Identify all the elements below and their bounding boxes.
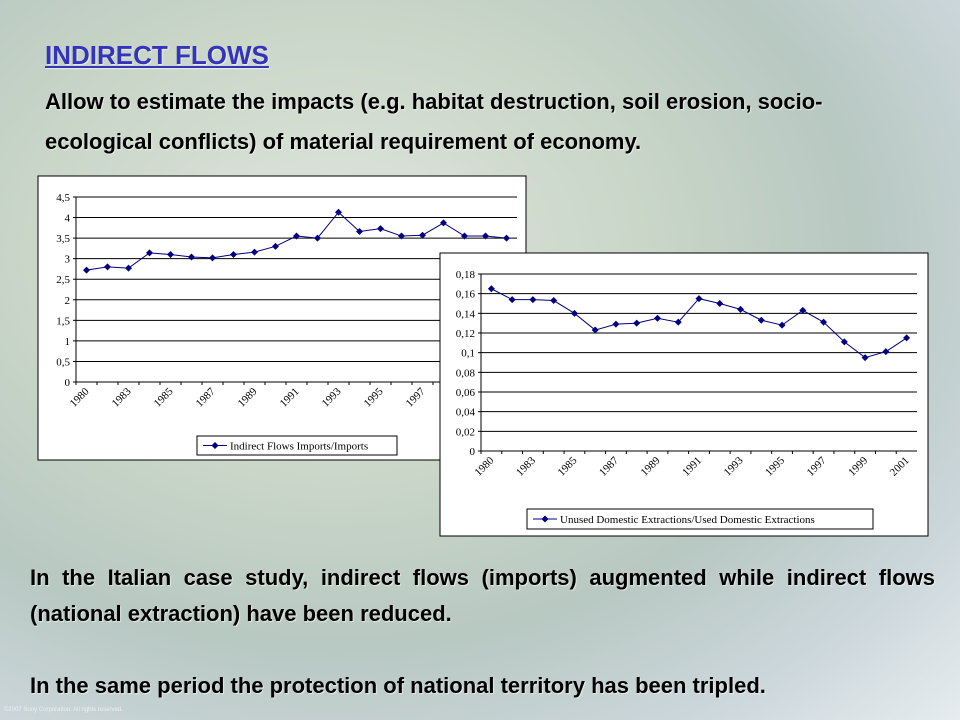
y-tick-label: 2,5 (56, 274, 70, 286)
data-point (716, 300, 724, 307)
data-point (570, 309, 578, 317)
paragraph: In the Italian case study, indirect flow… (30, 565, 935, 626)
data-point (209, 254, 216, 262)
y-tick-label: 0,1 (461, 348, 475, 360)
legend-box (526, 508, 874, 530)
chart-frame (439, 252, 929, 537)
data-point (757, 316, 765, 324)
data-point (377, 225, 384, 233)
data-point (529, 296, 537, 304)
legend-marker (541, 515, 549, 523)
y-tick-label: 0,18 (456, 269, 476, 281)
data-point (550, 297, 558, 305)
paragraph: In the same period the protection of nat… (30, 673, 766, 698)
data-point (272, 242, 279, 250)
data-point (737, 305, 745, 313)
data-point (591, 326, 599, 334)
y-tick-label: 0,08 (456, 367, 476, 379)
data-point (861, 354, 869, 362)
data-point (146, 249, 153, 257)
y-tick-label: 3 (65, 254, 71, 266)
data-point (487, 285, 495, 293)
data-point (83, 266, 90, 274)
slide-title: INDIRECT FLOWS (45, 40, 269, 70)
data-point (398, 232, 405, 240)
data-point (482, 232, 489, 240)
y-tick-label: 3,5 (56, 233, 70, 245)
legend-label: Indirect Flows Imports/Imports (230, 441, 368, 453)
y-tick-label: 0,06 (456, 387, 476, 399)
slide-subtitle: Allow to estimate the impacts (e.g. habi… (45, 89, 823, 154)
y-tick-label: 0 (65, 377, 71, 389)
data-point (820, 318, 828, 326)
data-point (882, 348, 890, 356)
legend-label: Unused Domestic Extractions/Used Domesti… (560, 514, 815, 526)
data-point (251, 248, 258, 256)
y-tick-label: 2 (65, 295, 71, 307)
y-tick-label: 0,02 (456, 426, 475, 438)
y-tick-label: 0 (470, 446, 476, 458)
data-point (799, 306, 807, 314)
y-tick-label: 0,14 (456, 308, 476, 320)
data-point (440, 219, 447, 227)
data-point (612, 320, 620, 328)
data-point (167, 251, 174, 259)
legend-box (196, 435, 398, 456)
data-point (778, 321, 786, 329)
data-point (188, 253, 195, 261)
y-tick-label: 4,5 (56, 192, 70, 204)
data-point (653, 314, 661, 322)
data-point (461, 232, 468, 240)
data-point (508, 296, 516, 304)
y-tick-label: 0,16 (456, 289, 476, 301)
y-tick-label: 0,04 (456, 407, 476, 419)
data-point (674, 318, 682, 326)
data-point (840, 338, 848, 346)
data-point (903, 334, 911, 342)
y-tick-label: 0,5 (56, 356, 70, 368)
data-point (104, 263, 111, 271)
data-point (335, 208, 342, 216)
data-point (695, 295, 703, 303)
y-tick-label: 4 (65, 213, 71, 225)
y-tick-label: 1 (65, 336, 71, 348)
data-point (633, 319, 641, 327)
data-point (503, 234, 510, 242)
data-point (419, 231, 426, 239)
legend-marker (211, 442, 219, 449)
y-tick-label: 0,12 (456, 328, 475, 340)
data-point (356, 228, 363, 236)
data-point (230, 251, 237, 259)
data-point (314, 234, 321, 242)
y-tick-label: 1,5 (56, 315, 70, 327)
data-point (125, 264, 132, 272)
data-point (293, 232, 300, 240)
copyright: ©2007 Sony Corporation. All rights reser… (4, 707, 123, 713)
